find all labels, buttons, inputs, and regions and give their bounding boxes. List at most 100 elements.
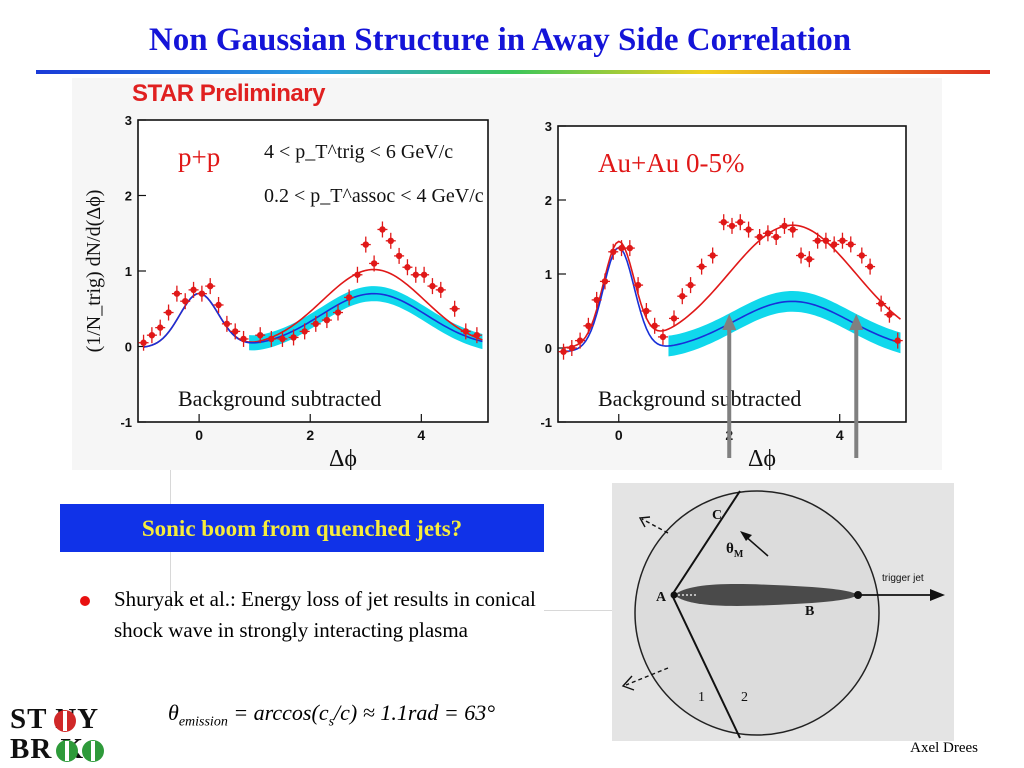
data-point-1-22 — [354, 271, 361, 278]
data-point-2-30 — [822, 237, 830, 244]
background-subtracted-label-1: Background subtracted — [178, 386, 381, 411]
y-tick-label: 2 — [545, 193, 552, 208]
data-point-2-24 — [772, 233, 780, 241]
data-point-2-27 — [797, 252, 805, 259]
label-c: C — [712, 508, 722, 523]
logo-circle-red — [54, 710, 76, 732]
data-point-2-4 — [593, 296, 600, 304]
data-point-1-14 — [268, 335, 275, 343]
data-point-2-2 — [576, 337, 584, 344]
data-point-1-17 — [301, 328, 308, 335]
data-point-2-9 — [634, 281, 642, 289]
data-point-2-15 — [687, 281, 694, 289]
data-point-1-19 — [323, 316, 331, 324]
data-point-2-17 — [709, 252, 716, 259]
x-axis-label-2: Δϕ — [748, 446, 776, 470]
data-point-2-0 — [560, 348, 567, 355]
data-point-2-6 — [610, 248, 617, 255]
x-tick-label: 2 — [306, 427, 314, 443]
x-axis-label-1: Δϕ — [329, 446, 357, 470]
data-point-2-13 — [670, 315, 678, 322]
bullet-dot — [80, 596, 90, 606]
data-point-2-35 — [866, 263, 874, 270]
panel-frame-2 — [557, 125, 907, 423]
label-2: 2 — [741, 690, 748, 705]
divider-horizontal — [544, 610, 614, 611]
data-point-1-6 — [190, 286, 197, 294]
x-tick-label: 0 — [615, 427, 623, 443]
jet-body — [674, 584, 858, 606]
data-point-2-1 — [568, 344, 576, 352]
data-point-2-11 — [651, 322, 658, 329]
shock-front-lower — [671, 594, 741, 739]
data-point-2-28 — [806, 256, 813, 263]
data-point-1-35 — [473, 331, 481, 339]
x-tick-label: 4 — [417, 427, 425, 443]
data-point-1-26 — [387, 237, 394, 244]
data-point-1-28 — [404, 264, 411, 271]
data-point-2-29 — [814, 237, 821, 244]
shock-front-upper — [671, 490, 741, 596]
data-point-2-10 — [643, 307, 650, 315]
data-point-1-20 — [334, 309, 342, 316]
trigger-cut-label: 4 < p_T^trig < 6 GeV/c — [264, 141, 453, 163]
point-a-dot — [670, 591, 678, 599]
data-point-1-7 — [198, 290, 206, 297]
label-b: B — [805, 604, 814, 619]
data-point-2-3 — [585, 322, 592, 329]
star-preliminary-label: STAR Preliminary — [132, 80, 325, 107]
data-point-2-16 — [698, 263, 705, 270]
sonic-boom-callout: Sonic boom from quenched jets? — [60, 504, 544, 552]
data-point-2-37 — [886, 311, 893, 318]
data-point-2-23 — [764, 230, 772, 237]
author-name: Axel Drees — [910, 740, 978, 756]
y-tick-label: 3 — [545, 119, 552, 134]
theta-arrowhead — [740, 531, 752, 541]
label-1: 1 — [698, 690, 705, 705]
data-point-1-4 — [173, 290, 181, 297]
uncertainty-band-1 — [249, 286, 483, 351]
data-point-2-5 — [601, 278, 609, 285]
data-point-2-14 — [679, 293, 686, 300]
data-point-1-24 — [370, 260, 378, 267]
x-tick-label: 4 — [836, 427, 844, 443]
label-theta-m: θM — [726, 541, 744, 560]
data-point-1-32 — [437, 286, 444, 294]
data-point-2-18 — [720, 219, 727, 226]
data-point-1-11 — [232, 328, 239, 335]
y-tick-label: 0 — [125, 340, 132, 355]
data-point-1-13 — [257, 331, 264, 339]
data-point-1-21 — [345, 294, 353, 301]
emission-angle-formula: θemission = arccos(cs/c) ≈ 1.1rad = 63° — [168, 700, 496, 730]
data-point-1-12 — [240, 335, 247, 343]
data-point-1-9 — [215, 301, 222, 309]
data-point-2-20 — [737, 219, 744, 226]
logo-circles-green — [56, 740, 104, 762]
data-point-2-38 — [894, 337, 901, 344]
data-point-2-12 — [659, 333, 667, 341]
data-point-1-0 — [140, 339, 147, 346]
title-rule — [36, 70, 990, 74]
bullet-text: Shuryak et al.: Energy loss of jet resul… — [114, 587, 536, 642]
data-point-1-27 — [395, 252, 403, 260]
correlation-plots: -1 0 1 2 3 0 2 4 p+p 4 < p_T^trig < 6 GeV/c 0.2 < … — [83, 113, 907, 470]
data-point-1-33 — [451, 305, 458, 312]
y-tick-label: 0 — [545, 341, 552, 356]
y-tick-label: 3 — [125, 113, 132, 128]
data-point-1-30 — [420, 271, 428, 278]
y-tick-label: -1 — [120, 415, 132, 430]
emission-arrow-upper — [641, 518, 669, 534]
cone-arrow-head-1 — [722, 314, 737, 330]
data-point-2-7 — [618, 244, 625, 252]
emission-arrow-lower — [625, 667, 669, 686]
data-point-1-23 — [362, 241, 369, 248]
uncertainty-band-2 — [668, 291, 901, 357]
emission-arrowhead-upper — [638, 516, 651, 528]
data-point-1-3 — [165, 309, 172, 316]
data-point-2-8 — [626, 244, 634, 252]
logo-line-1: ST NY — [10, 703, 100, 735]
data-point-1-25 — [379, 226, 386, 233]
data-point-2-21 — [745, 226, 752, 233]
cone-arrow-head-2 — [849, 314, 864, 330]
medium-circle — [634, 490, 880, 736]
